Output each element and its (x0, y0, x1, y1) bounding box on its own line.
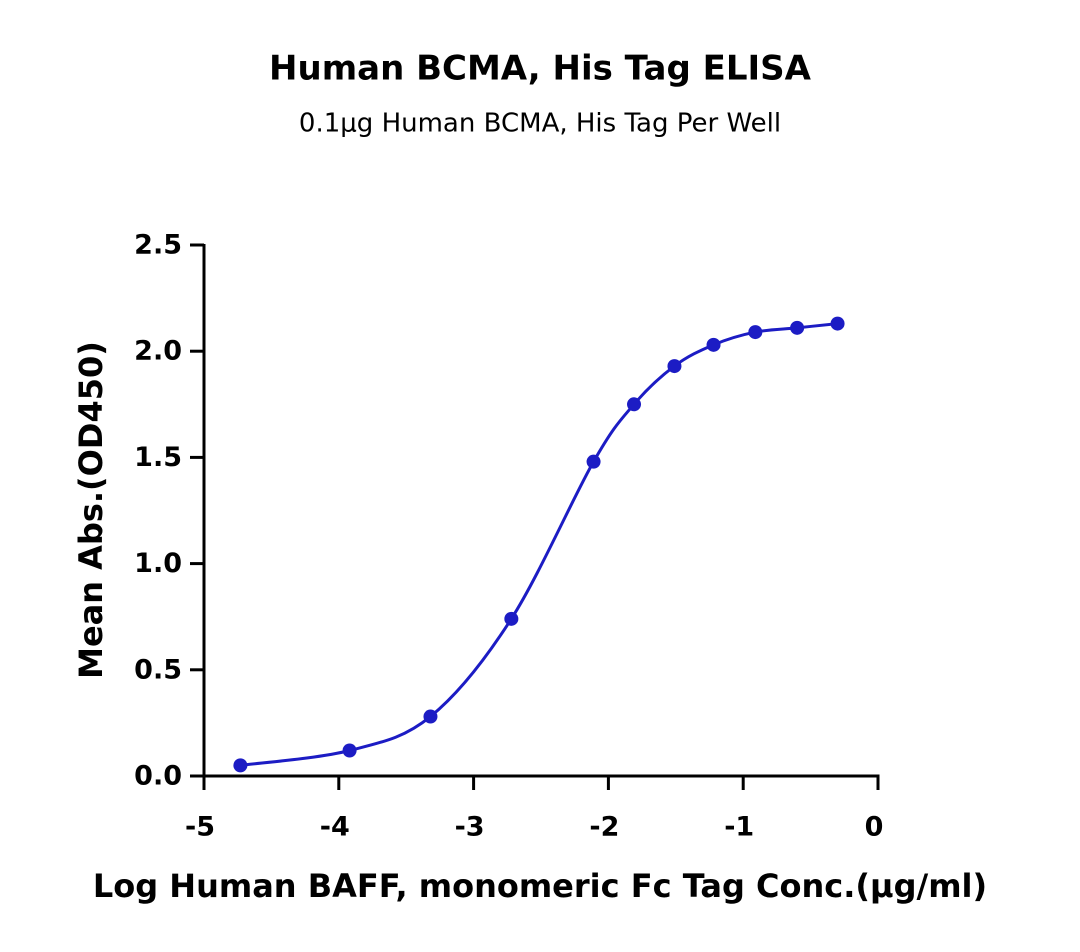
y-axis-label: Mean Abs.(OD450) (72, 341, 110, 679)
data-point (342, 743, 357, 758)
data-point (830, 316, 845, 331)
y-tick-label: 2.5 (134, 230, 182, 261)
data-point (586, 454, 601, 469)
data-point (790, 320, 805, 335)
chart-title: Human BCMA, His Tag ELISA (269, 49, 812, 89)
x-axis-label: Log Human BAFF, monomeric Fc Tag Conc.(μ… (93, 867, 987, 905)
x-tick-label: -3 (455, 812, 485, 843)
x-tick-label: -5 (185, 812, 215, 843)
data-point (627, 397, 642, 412)
data-point (706, 337, 721, 352)
data-point (667, 359, 682, 374)
data-point (748, 325, 763, 340)
y-tick-label: 1.5 (134, 442, 182, 473)
x-tick-label: -1 (724, 812, 754, 843)
x-tick-label: -2 (589, 812, 619, 843)
y-tick-label: 0.5 (134, 654, 182, 685)
y-tick-label: 2.0 (134, 336, 182, 367)
fit-curve (240, 322, 838, 767)
y-tick-label: 0.0 (134, 761, 182, 792)
data-point (233, 758, 248, 773)
data-point (504, 611, 519, 626)
data-point (423, 709, 438, 724)
chart-subtitle: 0.1μg Human BCMA, His Tag Per Well (299, 109, 781, 139)
y-tick-label: 1.0 (134, 548, 182, 579)
x-tick-label: 0 (865, 812, 884, 843)
x-tick-label: -4 (320, 812, 350, 843)
